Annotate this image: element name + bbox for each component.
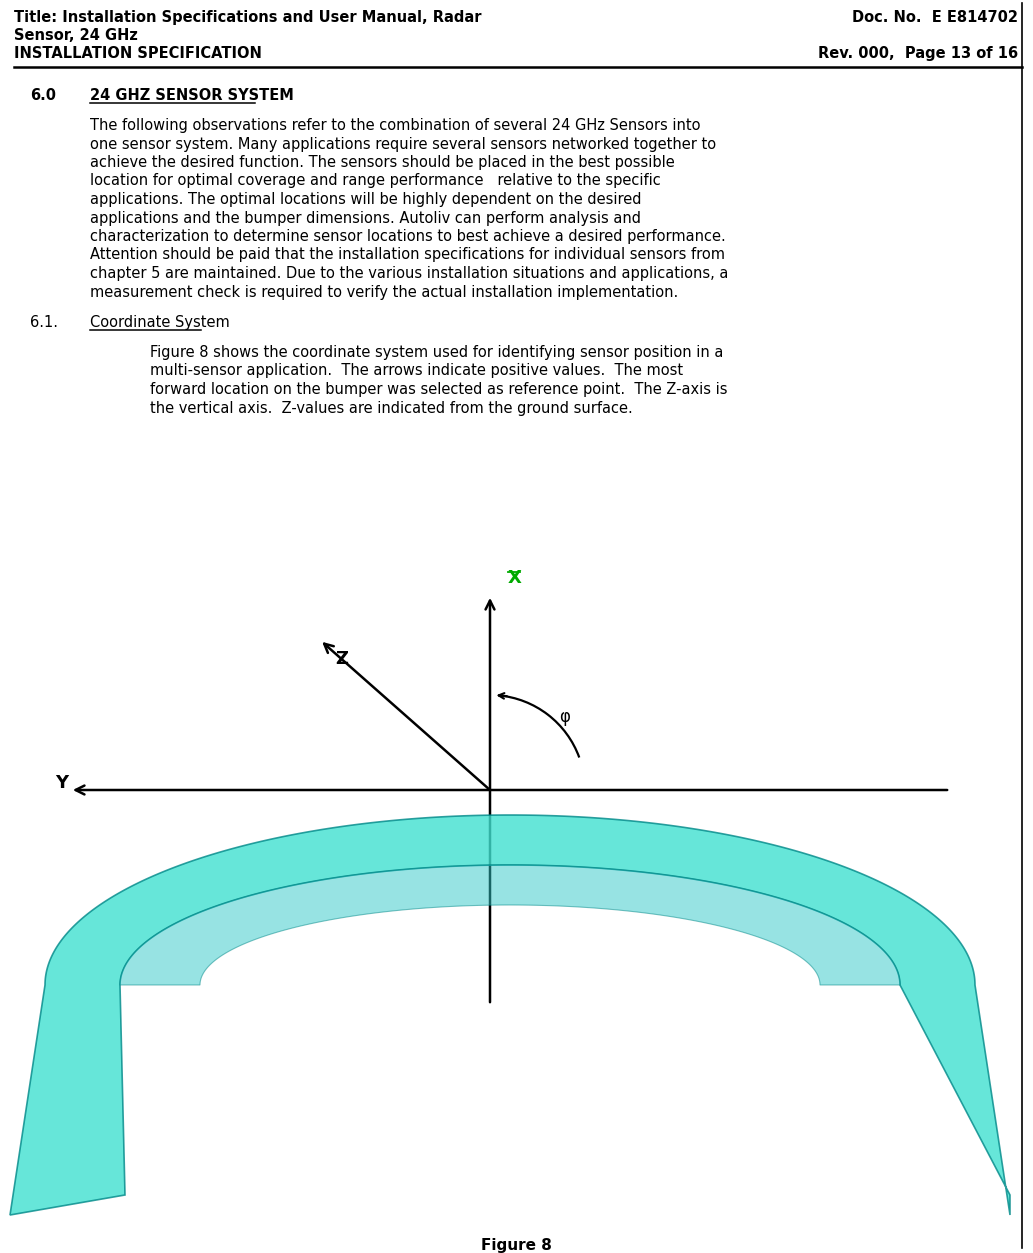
Text: INSTALLATION SPECIFICATION: INSTALLATION SPECIFICATION — [14, 46, 262, 61]
Text: applications and the bumper dimensions. Autoliv can perform analysis and: applications and the bumper dimensions. … — [90, 211, 641, 226]
Text: achieve the desired function. The sensors should be placed in the best possible: achieve the desired function. The sensor… — [90, 155, 675, 170]
Text: The following observations refer to the combination of several 24 GHz Sensors in: The following observations refer to the … — [90, 118, 700, 133]
Text: Sensor, 24 GHz: Sensor, 24 GHz — [14, 28, 137, 43]
Text: Y: Y — [55, 774, 68, 792]
Text: multi-sensor application.  The arrows indicate positive values.  The most: multi-sensor application. The arrows ind… — [150, 363, 683, 378]
Text: 6.1.: 6.1. — [30, 315, 58, 330]
Text: Doc. No.  E E814702: Doc. No. E E814702 — [852, 10, 1018, 25]
Polygon shape — [120, 865, 900, 985]
Text: location for optimal coverage and range performance   relative to the specific: location for optimal coverage and range … — [90, 173, 661, 188]
Text: X: X — [508, 569, 522, 586]
Polygon shape — [10, 814, 1010, 1215]
Text: Z: Z — [335, 650, 348, 668]
Text: one sensor system. Many applications require several sensors networked together : one sensor system. Many applications req… — [90, 137, 716, 152]
Text: forward location on the bumper was selected as reference point.  The Z-axis is: forward location on the bumper was selec… — [150, 382, 727, 397]
Text: the vertical axis.  Z-values are indicated from the ground surface.: the vertical axis. Z-values are indicate… — [150, 401, 633, 416]
Text: Coordinate System: Coordinate System — [90, 315, 229, 330]
Text: Figure 8 shows the coordinate system used for identifying sensor position in a: Figure 8 shows the coordinate system use… — [150, 345, 723, 360]
Text: measurement check is required to verify the actual installation implementation.: measurement check is required to verify … — [90, 284, 679, 299]
Text: characterization to determine sensor locations to best achieve a desired perform: characterization to determine sensor loc… — [90, 229, 726, 244]
Text: applications. The optimal locations will be highly dependent on the desired: applications. The optimal locations will… — [90, 192, 641, 207]
Text: Attention should be paid that the installation specifications for individual sen: Attention should be paid that the instal… — [90, 248, 725, 262]
Text: Title: Installation Specifications and User Manual, Radar: Title: Installation Specifications and U… — [14, 10, 481, 25]
Text: Figure 8: Figure 8 — [480, 1238, 552, 1253]
Text: φ: φ — [559, 708, 570, 727]
Text: Rev. 000,  Page 13 of 16: Rev. 000, Page 13 of 16 — [818, 46, 1018, 61]
Text: 6.0: 6.0 — [30, 88, 56, 103]
Text: chapter 5 are maintained. Due to the various installation situations and applica: chapter 5 are maintained. Due to the var… — [90, 266, 728, 281]
Text: 24 GHZ SENSOR SYSTEM: 24 GHZ SENSOR SYSTEM — [90, 88, 293, 103]
